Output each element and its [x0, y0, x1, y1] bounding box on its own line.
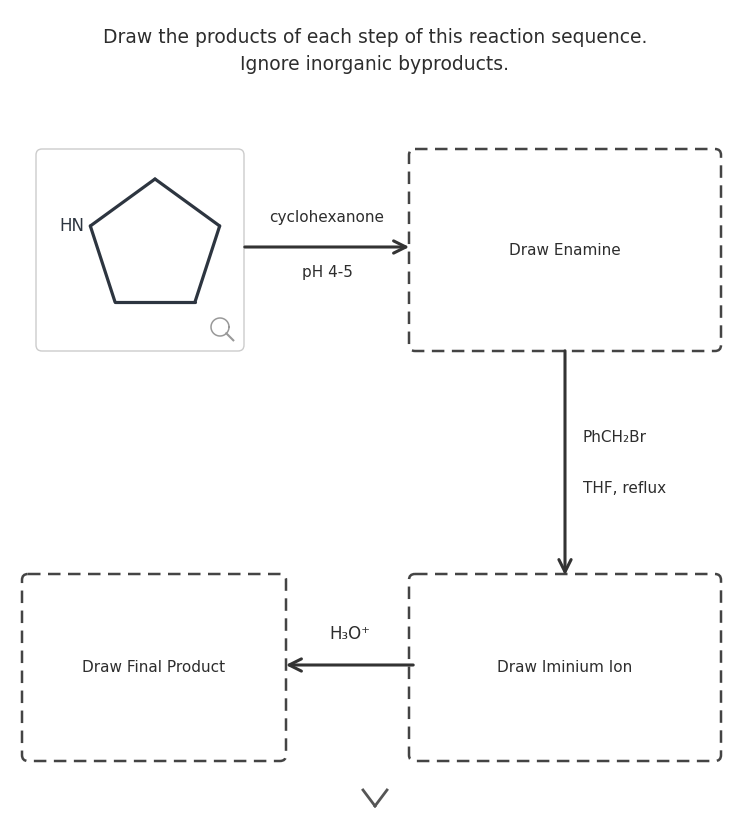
- Text: Ignore inorganic byproducts.: Ignore inorganic byproducts.: [241, 55, 509, 74]
- Text: THF, reflux: THF, reflux: [583, 481, 666, 496]
- Text: H₃O⁺: H₃O⁺: [329, 625, 370, 643]
- Text: Draw Iminium Ion: Draw Iminium Ion: [497, 660, 632, 675]
- Text: Draw Enamine: Draw Enamine: [509, 242, 621, 257]
- Text: PhCH₂Br: PhCH₂Br: [583, 430, 647, 445]
- FancyBboxPatch shape: [22, 574, 286, 761]
- Text: HN: HN: [59, 217, 84, 235]
- Text: cyclohexanone: cyclohexanone: [269, 210, 385, 225]
- Text: Draw Final Product: Draw Final Product: [82, 660, 226, 675]
- Text: Draw the products of each step of this reaction sequence.: Draw the products of each step of this r…: [103, 28, 647, 47]
- FancyBboxPatch shape: [36, 149, 244, 351]
- Text: pH 4-5: pH 4-5: [302, 265, 352, 280]
- FancyBboxPatch shape: [409, 574, 721, 761]
- FancyBboxPatch shape: [409, 149, 721, 351]
